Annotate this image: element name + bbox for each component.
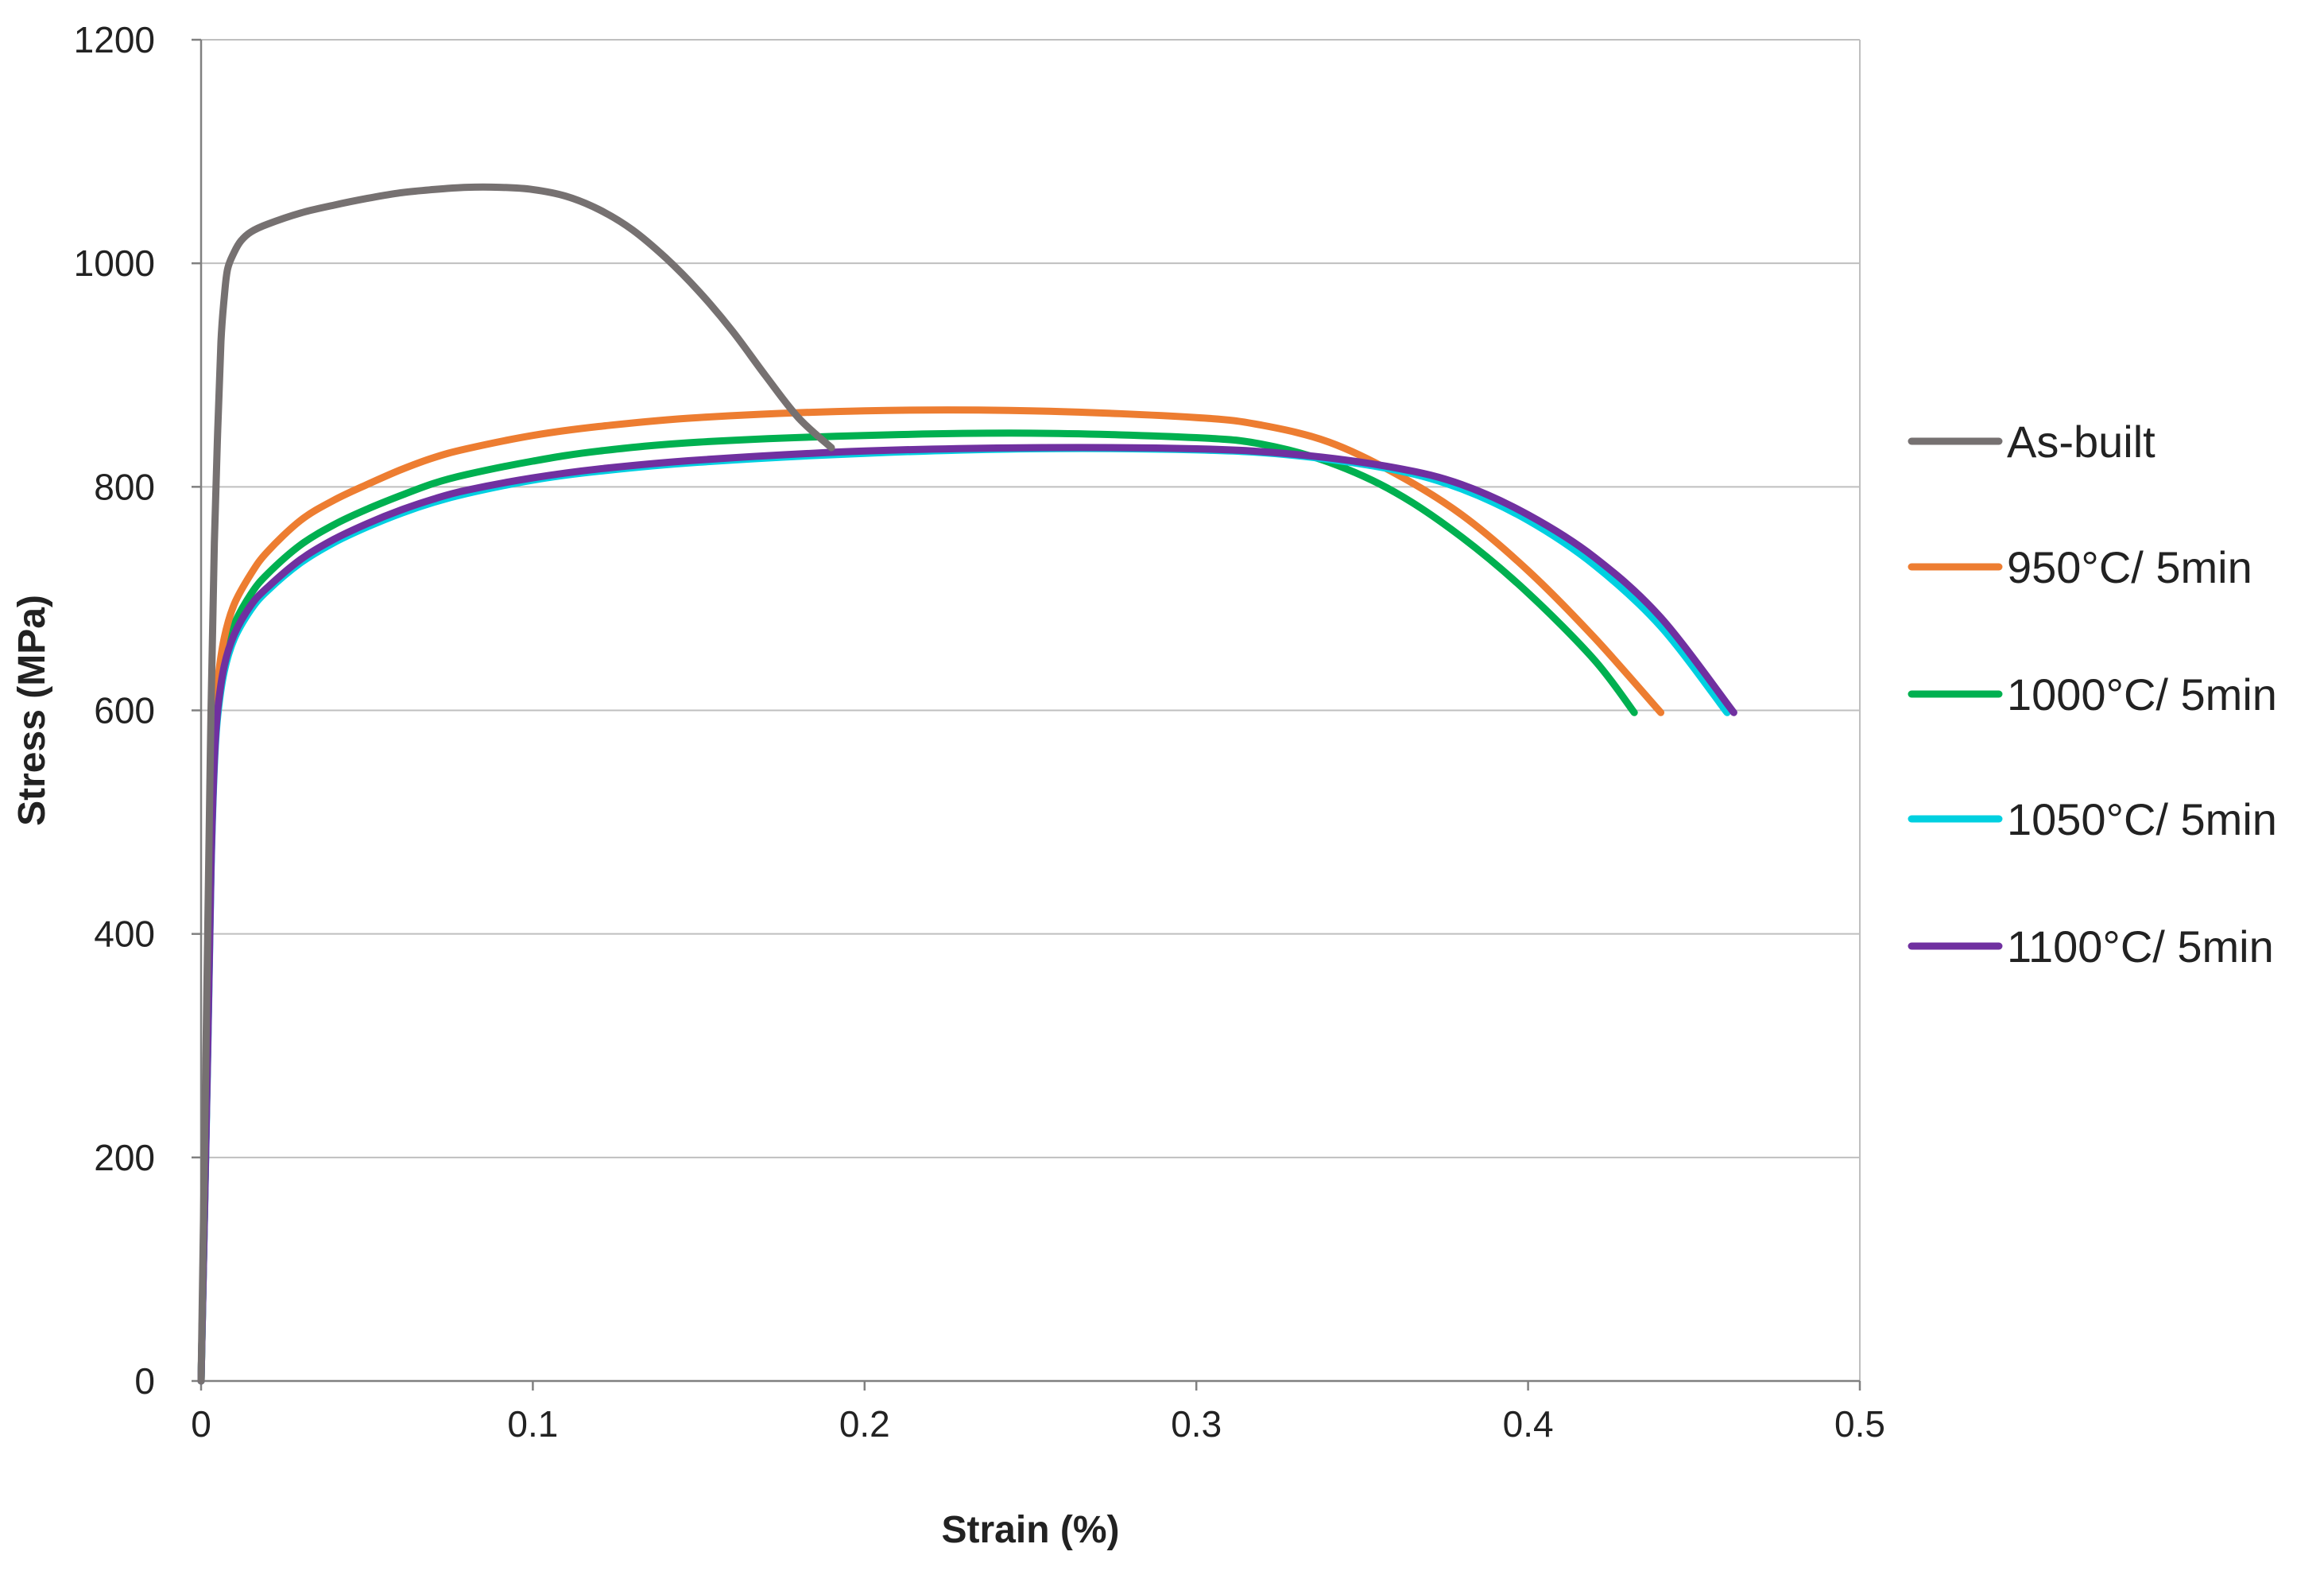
y-tick-label-6: 1200 (74, 19, 155, 60)
y-tick-label-3: 600 (94, 690, 155, 731)
x-tick-label-1: 0.1 (507, 1403, 558, 1445)
series-line-2 (197, 429, 1638, 1385)
x-tick-labels: 0 0.1 0.2 0.3 0.4 0.5 (191, 1403, 1885, 1445)
legend-label-3: 1050°C/ 5min (2007, 794, 2277, 844)
series-lines (197, 183, 1737, 1385)
series-line-3 (197, 444, 1731, 1385)
axes (192, 38, 1861, 1391)
x-tick-label-3: 0.3 (1171, 1403, 1222, 1445)
x-axis-title: Strain (%) (941, 1509, 1119, 1551)
y-tick-label-0: 0 (134, 1360, 155, 1402)
y-tick-label-1: 200 (94, 1137, 155, 1178)
gridlines (201, 39, 1861, 1381)
series-line-4 (197, 444, 1737, 1385)
series-line-0 (197, 183, 835, 1385)
x-tick-label-0: 0 (191, 1403, 211, 1445)
legend-label-2: 1000°C/ 5min (2007, 669, 2277, 720)
y-axis-title: Stress (MPa) (11, 595, 53, 826)
x-tick-label-4: 0.4 (1503, 1403, 1554, 1445)
x-tick-label-5: 0.5 (1834, 1403, 1885, 1445)
legend-label-4: 1100°C/ 5min (2007, 921, 2274, 972)
y-tick-label-5: 1000 (74, 242, 155, 284)
y-tick-label-2: 400 (94, 914, 155, 955)
legend-label-0: As-built (2007, 417, 2156, 467)
series-line-1 (197, 406, 1665, 1385)
legend: As-built 950°C/ 5min 1000°C/ 5min 1050°C/ 5… (1908, 417, 2277, 972)
legend-label-1: 950°C/ 5min (2007, 542, 2252, 592)
y-tick-labels: 0 200 400 600 800 1000 1200 (74, 19, 155, 1402)
y-tick-label-4: 800 (94, 466, 155, 507)
x-tick-label-2: 0.2 (839, 1403, 890, 1445)
